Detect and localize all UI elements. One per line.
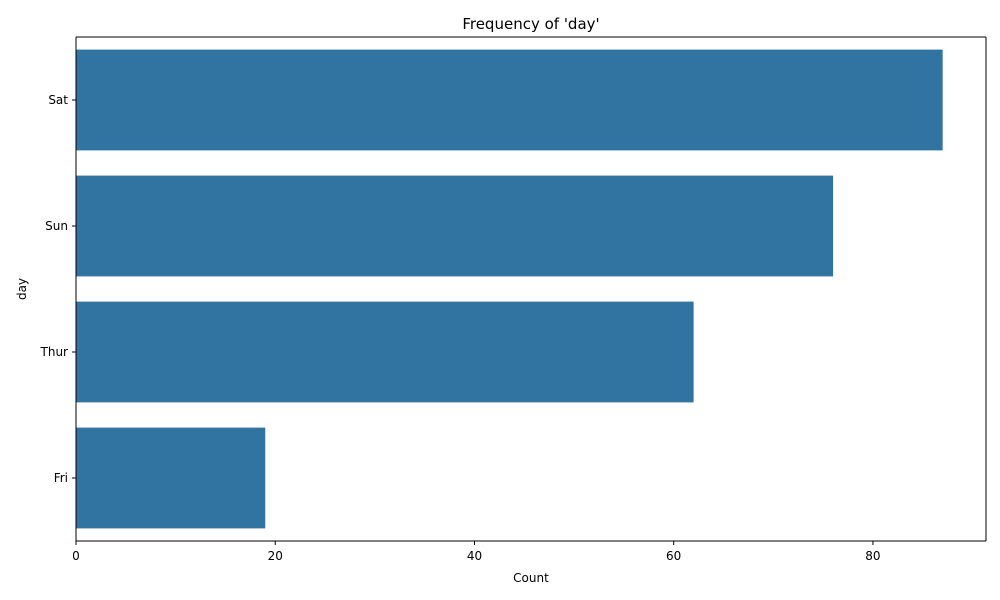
chart-title: Frequency of 'day' (462, 15, 599, 33)
x-tick-label: 80 (865, 549, 880, 563)
x-axis-ticks: 0 20 40 60 80 (72, 541, 881, 563)
x-tick-label: 0 (72, 549, 80, 563)
y-axis-label: day (15, 278, 29, 300)
y-tick-label: Sun (45, 219, 68, 233)
bar-fri (76, 427, 266, 529)
x-axis-label: Count (513, 571, 549, 585)
y-tick-label: Fri (54, 471, 68, 485)
bar-sun (76, 175, 834, 277)
bars-group (76, 49, 943, 529)
y-tick-label: Sat (48, 93, 68, 107)
y-axis-ticks: Sat Sun Thur Fri (40, 93, 76, 485)
bar-thur (76, 301, 694, 403)
y-tick-label: Thur (40, 345, 69, 359)
x-tick-label: 40 (467, 549, 482, 563)
x-tick-label: 20 (268, 549, 283, 563)
x-tick-label: 60 (666, 549, 681, 563)
bar-sat (76, 49, 943, 151)
